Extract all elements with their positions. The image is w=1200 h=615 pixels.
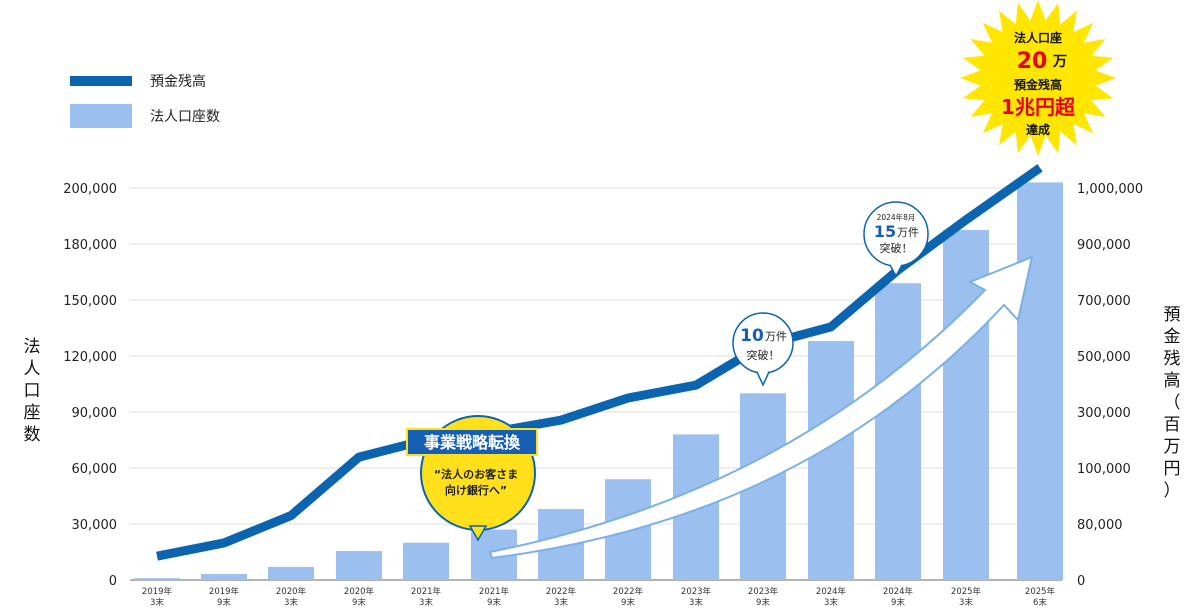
x-tick-label-year: 2021年 bbox=[479, 586, 510, 597]
left-axis-title-char: 数 bbox=[24, 425, 41, 445]
right-axis-title-char: 円 bbox=[1164, 459, 1181, 479]
burst-line-3: 預金残高 bbox=[1014, 77, 1062, 92]
milestone-10-unit: 万件 bbox=[765, 330, 787, 343]
milestone-15-tail bbox=[889, 264, 903, 278]
left-tick-label: 120,000 bbox=[63, 350, 117, 365]
strategy-bubble-tail bbox=[468, 525, 488, 542]
right-axis-title-char: （ bbox=[1164, 393, 1181, 413]
legend-label-deposits: 預金残高 bbox=[150, 73, 206, 90]
right-axis-title-char: ） bbox=[1164, 481, 1181, 501]
x-tick-label-month: 9末 bbox=[891, 597, 905, 608]
x-tick-label-month: 6末 bbox=[1033, 597, 1047, 608]
right-axis-title-char: 預 bbox=[1164, 305, 1181, 325]
x-tick-label-year: 2024年 bbox=[816, 586, 847, 597]
milestone-15-number: 15 bbox=[874, 222, 896, 241]
x-tick-label-year: 2023年 bbox=[681, 586, 712, 597]
x-tick-label-year: 2025年 bbox=[951, 586, 982, 597]
x-tick-label-month: 3末 bbox=[419, 597, 433, 608]
burst-line-1: 法人口座 bbox=[1014, 30, 1062, 45]
left-axis-title-char: 人 bbox=[24, 359, 41, 379]
x-tick-label-month: 3末 bbox=[150, 597, 164, 608]
strategy-text-2: 向け銀行へ” bbox=[445, 483, 507, 497]
right-axis-title-char: 百 bbox=[1164, 415, 1181, 435]
burst-unit: 万 bbox=[1052, 54, 1067, 70]
x-tick-label-month: 9末 bbox=[487, 597, 501, 608]
x-tick-label-month: 3末 bbox=[284, 597, 298, 608]
bar-accounts bbox=[403, 542, 449, 580]
right-tick-label: 900,000 bbox=[1077, 238, 1131, 253]
left-axis-title-char: 座 bbox=[24, 403, 41, 423]
left-tick-label: 0 bbox=[109, 574, 117, 589]
right-axis-title-char: 万 bbox=[1164, 437, 1181, 457]
x-tick-label-month: 3末 bbox=[689, 597, 703, 608]
right-tick-label: 100,000 bbox=[1077, 462, 1131, 477]
burst-number: 20 bbox=[1017, 49, 1048, 74]
left-tick-label: 200,000 bbox=[63, 182, 117, 197]
x-tick-label-year: 2019年 bbox=[209, 586, 240, 597]
bar-accounts bbox=[1017, 182, 1063, 580]
bar-accounts bbox=[268, 566, 314, 580]
right-tick-label: 300,000 bbox=[1077, 406, 1131, 421]
right-tick-label: 0 bbox=[1077, 574, 1085, 589]
legend-label-accounts: 法人口座数 bbox=[150, 109, 220, 125]
x-tick-label-year: 2023年 bbox=[748, 586, 779, 597]
milestone-10-tail bbox=[756, 371, 770, 387]
left-tick-label: 30,000 bbox=[72, 518, 118, 533]
left-tick-label: 60,000 bbox=[72, 462, 118, 477]
x-tick-label-year: 2019年 bbox=[142, 586, 173, 597]
bar-accounts bbox=[336, 551, 382, 580]
x-tick-label-month: 9末 bbox=[352, 597, 366, 608]
burst-line-4: 1兆円超 bbox=[1001, 95, 1076, 119]
x-tick-label-year: 2025年 bbox=[1025, 586, 1056, 597]
x-tick-label-month: 9末 bbox=[217, 597, 231, 608]
x-tick-label-month: 3末 bbox=[554, 597, 568, 608]
x-tick-label-year: 2020年 bbox=[344, 586, 375, 597]
milestone-10-text: 突破！ bbox=[747, 348, 780, 362]
x-tick-label-year: 2022年 bbox=[546, 586, 577, 597]
strategy-title: 事業戦略転換 bbox=[424, 433, 521, 452]
left-tick-label: 90,000 bbox=[72, 406, 118, 421]
x-tick-label-year: 2021年 bbox=[411, 586, 442, 597]
x-tick-label-month: 3末 bbox=[959, 597, 973, 608]
starburst-shape bbox=[960, 0, 1116, 156]
x-tick-label-year: 2022年 bbox=[613, 586, 644, 597]
bar-accounts bbox=[134, 578, 180, 580]
right-axis-title-char: 金 bbox=[1164, 327, 1181, 347]
right-tick-label: 80,000 bbox=[1077, 518, 1123, 533]
milestone-15-date: 2024年8月 bbox=[877, 212, 916, 222]
left-axis-title-char: 法 bbox=[24, 337, 41, 357]
right-axis-title-char: 高 bbox=[1164, 371, 1181, 391]
x-tick-label-month: 3末 bbox=[824, 597, 838, 608]
strategy-title-box bbox=[406, 428, 538, 456]
x-tick-label-month: 9末 bbox=[756, 597, 770, 608]
bar-accounts bbox=[875, 283, 921, 580]
x-tick-label-year: 2020年 bbox=[276, 586, 307, 597]
growth-arrow bbox=[488, 255, 1034, 560]
strategy-text-1: “法人のお客さま bbox=[434, 467, 518, 481]
x-tick-label-month: 9末 bbox=[621, 597, 635, 608]
legend-swatch-accounts bbox=[70, 104, 132, 128]
burst-line-5: 達成 bbox=[1026, 122, 1050, 137]
left-tick-label: 180,000 bbox=[63, 238, 117, 253]
milestone-10-number: 10 bbox=[740, 326, 764, 346]
bar-accounts bbox=[201, 574, 247, 580]
left-axis-title-char: 口 bbox=[24, 381, 41, 401]
milestone-15-text: 突破！ bbox=[880, 241, 913, 255]
milestone-15-unit: 万件 bbox=[897, 226, 919, 239]
right-tick-label: 700,000 bbox=[1077, 294, 1131, 309]
legend-swatch-deposits bbox=[70, 76, 132, 86]
x-tick-label-year: 2024年 bbox=[883, 586, 914, 597]
right-tick-label: 500,000 bbox=[1077, 350, 1131, 365]
left-tick-label: 150,000 bbox=[63, 294, 117, 309]
right-axis-title-char: 残 bbox=[1164, 349, 1181, 369]
bar-accounts bbox=[808, 341, 854, 580]
right-tick-label: 1,000,000 bbox=[1077, 182, 1143, 197]
line-deposits bbox=[156, 164, 1043, 561]
